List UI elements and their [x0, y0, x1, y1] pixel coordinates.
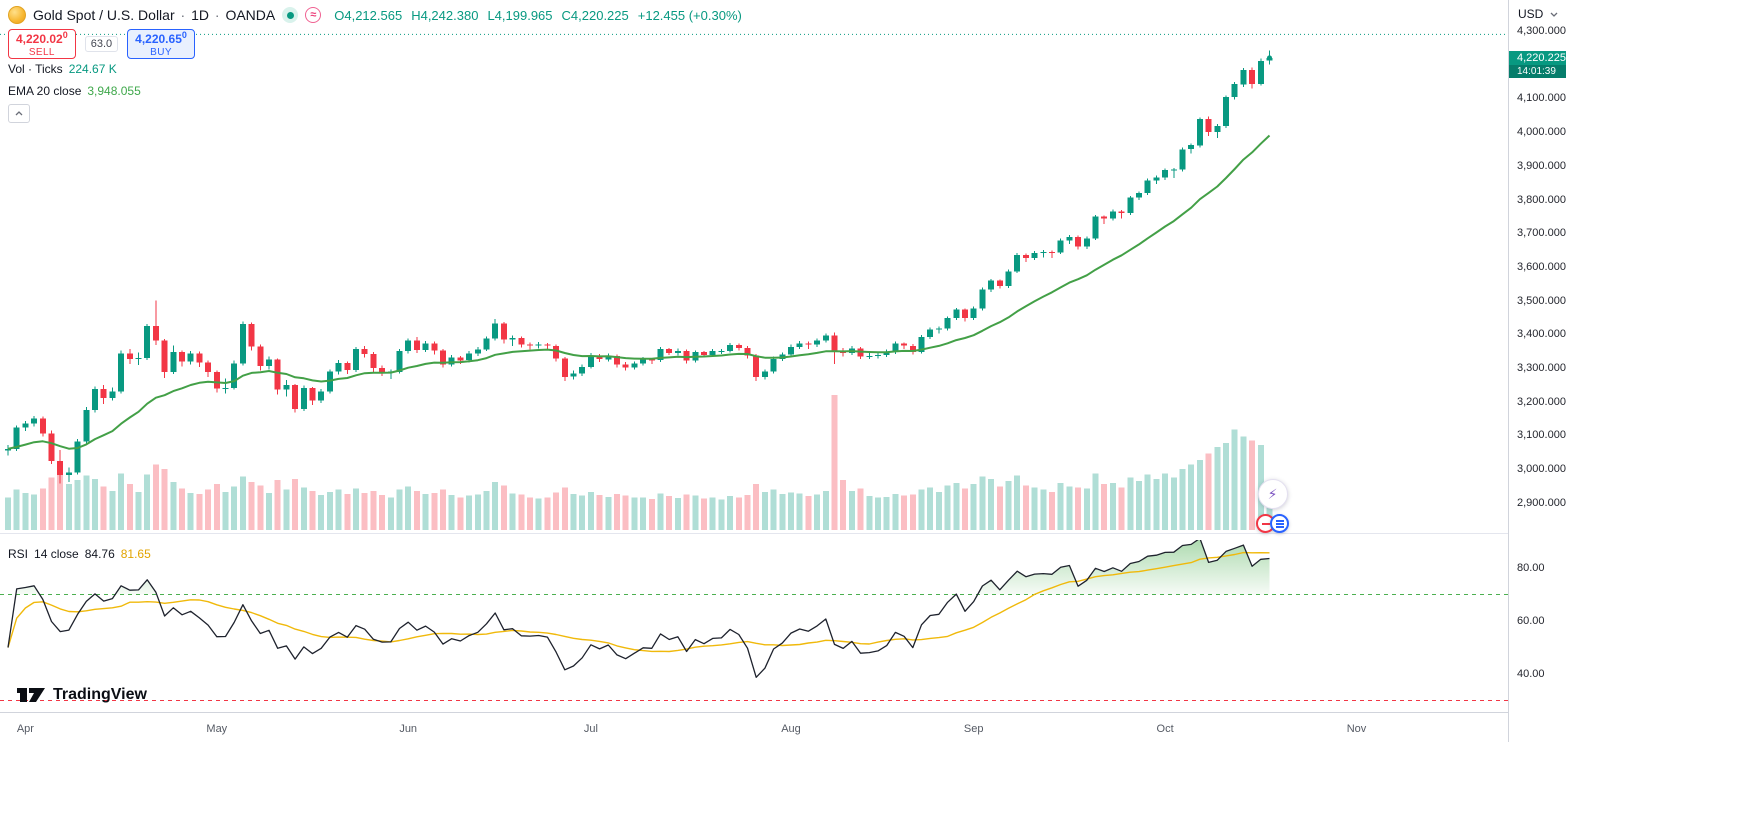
open-value: 4,212.565 [344, 7, 403, 23]
candle-series [5, 50, 1273, 484]
chevron-down-icon [1550, 12, 1558, 17]
rsi-ma-value: 81.65 [120, 547, 151, 561]
rsi-title: RSI [8, 547, 29, 561]
time-axis-label: Apr [16, 723, 34, 735]
chart-canvas[interactable] [0, 0, 1508, 713]
tradingview-logo[interactable]: TradingView [16, 684, 147, 706]
time-axis-label: Jun [399, 723, 418, 735]
time-axis-label: Sep [963, 723, 984, 735]
interval-label[interactable]: 1D [191, 7, 209, 23]
last-price-marker [1267, 55, 1272, 61]
time-axis-label: Jul [583, 723, 598, 735]
buy-label: BUY [150, 46, 172, 58]
price-axis-label: 3,900.000 [1517, 159, 1566, 172]
price-axis-label: 3,400.000 [1517, 328, 1566, 341]
price-axis-label: 2,900.000 [1517, 496, 1566, 509]
buy-button[interactable]: 4,220.650 BUY [127, 29, 195, 59]
rsi-ma-line [7, 551, 1270, 653]
blue-badge-icon [1270, 514, 1289, 533]
ema-value: 3,948.055 [87, 84, 141, 98]
price-axis-label: 3,700.000 [1517, 227, 1566, 240]
price-axis-label: 3,300.000 [1517, 362, 1566, 374]
symbol-header: Gold Spot / U.S. Dollar · 1D · OANDA ≈ O… [8, 5, 742, 25]
change-value: +12.455 (+0.30%) [637, 7, 742, 23]
rsi-overbought-fill [15, 540, 1270, 595]
currency-label: USD [1518, 7, 1544, 21]
price-axis-label: 3,100.000 [1517, 429, 1566, 442]
market-status-icon[interactable] [282, 7, 299, 23]
symbol-name: Gold Spot / U.S. Dollar [33, 7, 175, 23]
ema-label: EMA 20 close [8, 84, 82, 98]
time-axis-label: Aug [781, 723, 801, 735]
sell-label: SELL [28, 46, 55, 58]
low-value: 4,199.965 [494, 7, 553, 23]
volume-value: 224.67 K [68, 62, 117, 76]
high-value: 4,242.380 [420, 7, 479, 23]
chevron-up-icon [15, 111, 23, 116]
volume-label: Vol · Ticks [8, 62, 63, 76]
broker-badges-button[interactable] [1256, 514, 1289, 533]
exchange-label: OANDA [225, 7, 276, 23]
rsi-legend-row[interactable]: RSI 14 close 84.76 81.65 [8, 543, 151, 565]
currency-dropdown[interactable]: USD [1509, 4, 1566, 24]
rsi-axis-label: 40.00 [1517, 668, 1545, 680]
tradingview-logo-text: TradingView [53, 686, 147, 703]
last-price-badge: 4,220.225 [1509, 51, 1566, 65]
volume-series [5, 394, 1273, 530]
time-axis-label: Nov [1346, 723, 1367, 735]
close-value: 4,220.225 [570, 7, 629, 23]
rsi-line [7, 540, 1270, 678]
rsi-axis-label: 60.00 [1517, 615, 1545, 627]
volume-legend-row[interactable]: Vol · Ticks 224.67 K [8, 58, 141, 80]
time-axis-label: May [206, 723, 228, 735]
sell-button[interactable]: 4,220.020 SELL [8, 29, 76, 59]
price-axis-label: 3,600.000 [1517, 260, 1566, 273]
time-axis[interactable]: Apr May Jun Jul Aug Sep Oct Nov [0, 712, 1566, 743]
symbol-title[interactable]: Gold Spot / U.S. Dollar · 1D · OANDA [33, 7, 276, 23]
price-axis-label: 3,500.000 [1517, 294, 1566, 307]
trade-panel: 4,220.020 SELL 63.0 4,220.650 BUY [8, 29, 195, 59]
spread-value: 63.0 [84, 36, 119, 52]
price-axis-label: 3,800.000 [1517, 193, 1566, 206]
ema-line [7, 134, 1271, 450]
indicator-legend: Vol · Ticks 224.67 K EMA 20 close 3,948.… [8, 58, 141, 102]
quick-trade-lightning-button[interactable]: ⚡ [1257, 479, 1288, 509]
price-axis-label: 3,200.000 [1517, 395, 1566, 408]
price-axis-label: 4,300.000 [1517, 25, 1566, 37]
approx-price-icon[interactable]: ≈ [305, 7, 322, 23]
price-axis-label: 4,000.000 [1517, 126, 1566, 139]
tradingview-logo-icon [17, 688, 45, 702]
ohlc-values: O4,212.565 H4,242.380 L4,199.965 C4,220.… [334, 7, 742, 23]
time-axis-label: Oct [1156, 723, 1174, 735]
legend-collapse-button[interactable] [8, 104, 30, 123]
gold-coin-icon [8, 6, 26, 24]
rsi-legend: RSI 14 close 84.76 81.65 [8, 543, 151, 565]
ema-legend-row[interactable]: EMA 20 close 3,948.055 [8, 80, 141, 102]
price-axis-label: 3,000.000 [1517, 463, 1566, 476]
price-axis-label: 4,100.000 [1517, 92, 1566, 105]
rsi-axis-label: 80.00 [1517, 562, 1545, 574]
rsi-value: 84.76 [84, 547, 115, 561]
rsi-params: 14 close [34, 547, 79, 561]
price-axis[interactable]: USD 4,300.000 4,100.000 4,000.000 3,900.000… [1508, 0, 1566, 742]
floating-buttons: ⚡ [1256, 479, 1289, 533]
bar-countdown-badge: 14:01:39 [1509, 65, 1566, 78]
